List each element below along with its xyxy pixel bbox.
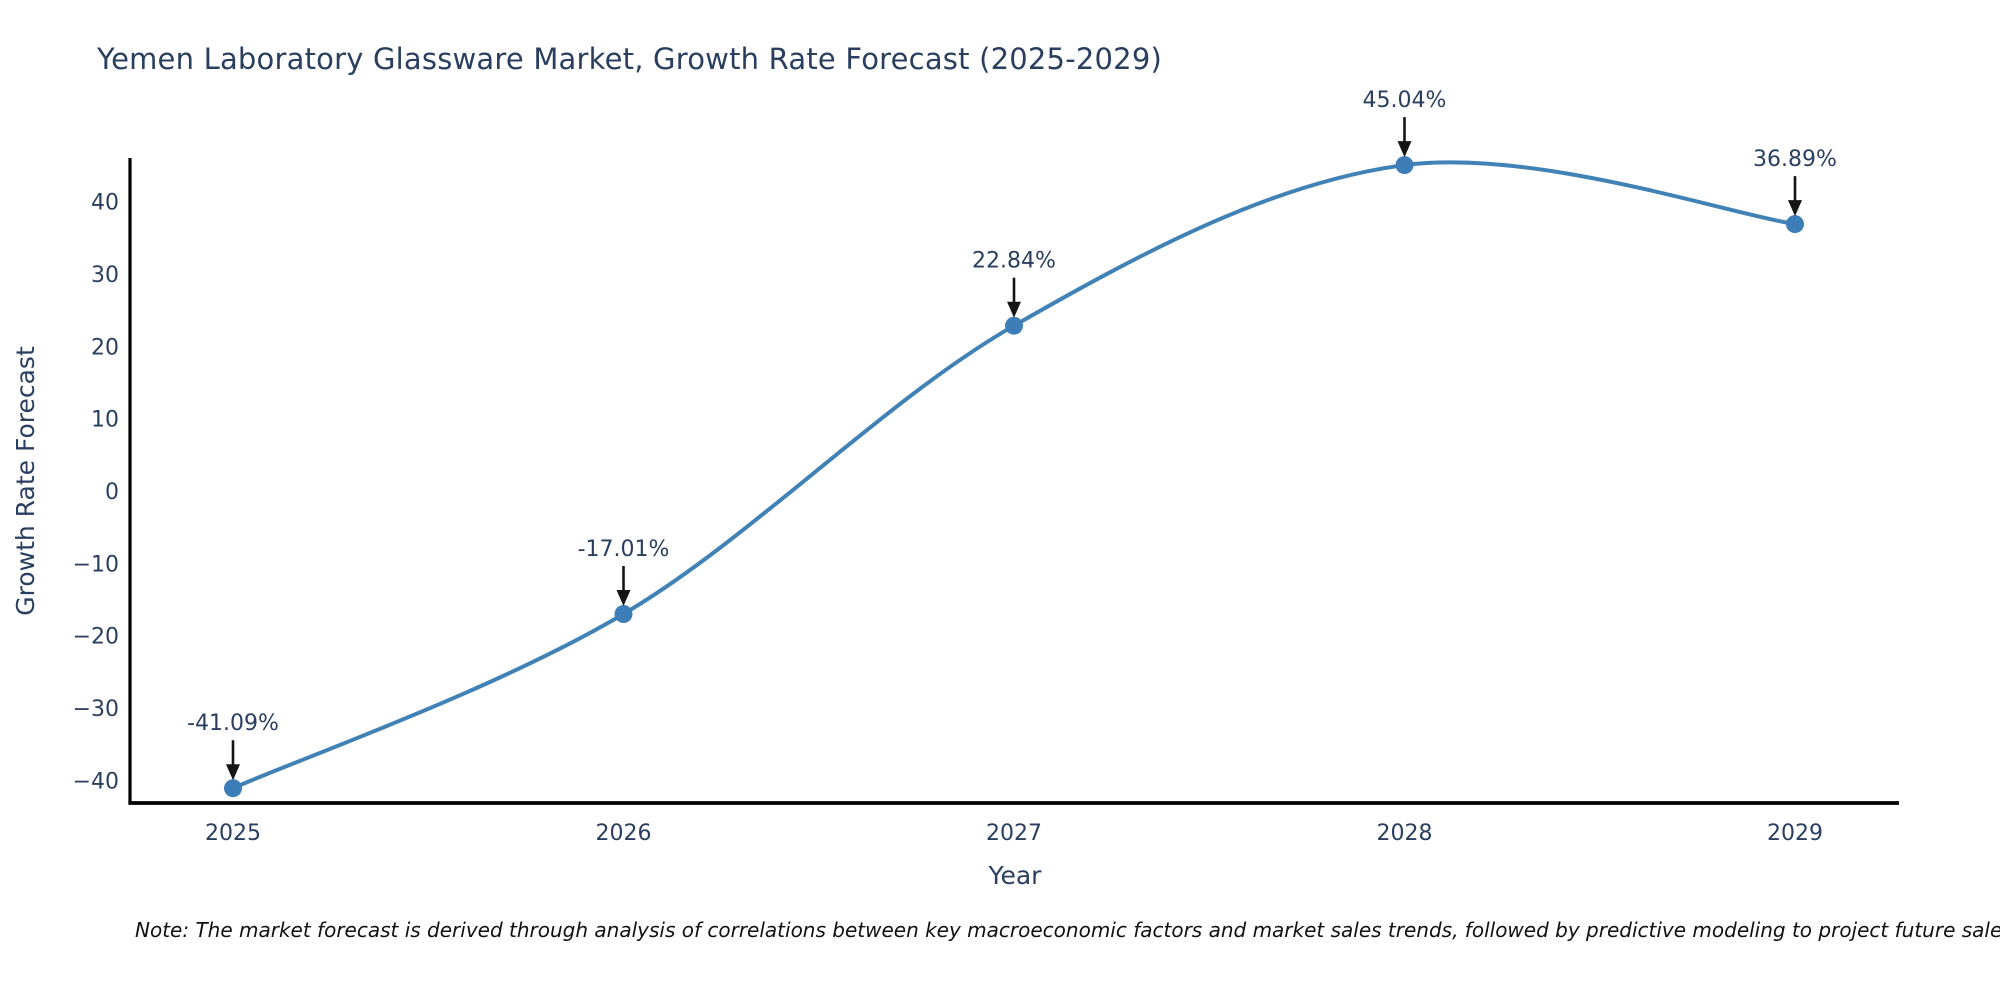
annotation-arrowhead-icon	[1007, 301, 1021, 318]
point-annotation-label: -41.09%	[187, 711, 279, 736]
x-tick-label: 2028	[1377, 821, 1433, 846]
y-tick-label: 30	[91, 263, 119, 288]
x-axis-title: Year	[988, 861, 1043, 890]
point-annotation-label: -17.01%	[578, 537, 670, 562]
y-tick-label: −30	[73, 697, 119, 722]
annotations-layer: -41.09% -17.01% 22.84% 45.04% 36.89%	[187, 88, 1837, 781]
point-annotation-label: 22.84%	[972, 249, 1056, 274]
data-point-marker[interactable]	[614, 605, 633, 623]
annotation-arrowhead-icon	[616, 590, 631, 606]
y-tick-label: −10	[73, 552, 119, 577]
annotation-arrowhead-icon	[226, 764, 240, 781]
data-point-marker[interactable]	[1786, 215, 1804, 234]
y-tick-label: −20	[73, 625, 119, 650]
x-tick-label: 2027	[986, 821, 1042, 846]
annotation-arrowhead-icon	[1788, 200, 1802, 217]
annotation-arrowhead-icon	[1397, 141, 1412, 158]
x-tick-label: 2026	[596, 821, 652, 846]
data-point-marker[interactable]	[1005, 316, 1023, 335]
series-layer	[224, 156, 1804, 798]
y-axis-title: Growth Rate Forecast	[11, 346, 40, 616]
y-tick-label: 10	[91, 408, 119, 433]
x-tick-label: 2025	[205, 821, 261, 846]
chart-title: Yemen Laboratory Glassware Market, Growt…	[97, 42, 1162, 76]
y-tick-label: 0	[105, 480, 119, 505]
point-annotation-label: 45.04%	[1363, 88, 1447, 113]
y-tick-label: −40	[73, 769, 119, 794]
data-point-marker[interactable]	[1395, 156, 1414, 175]
data-point-marker[interactable]	[224, 779, 242, 798]
y-tick-label: 20	[91, 335, 119, 360]
x-tick-label: 2029	[1767, 821, 1823, 846]
y-tick-label: 40	[91, 191, 119, 216]
axes-layer: 40 30 20 10 0 −10 −20 −30 −40 2025 2026 2027 2028 202…	[73, 158, 1899, 846]
footnote: Note: The market forecast is derived thr…	[135, 918, 2000, 942]
point-annotation-label: 36.89%	[1753, 147, 1837, 172]
